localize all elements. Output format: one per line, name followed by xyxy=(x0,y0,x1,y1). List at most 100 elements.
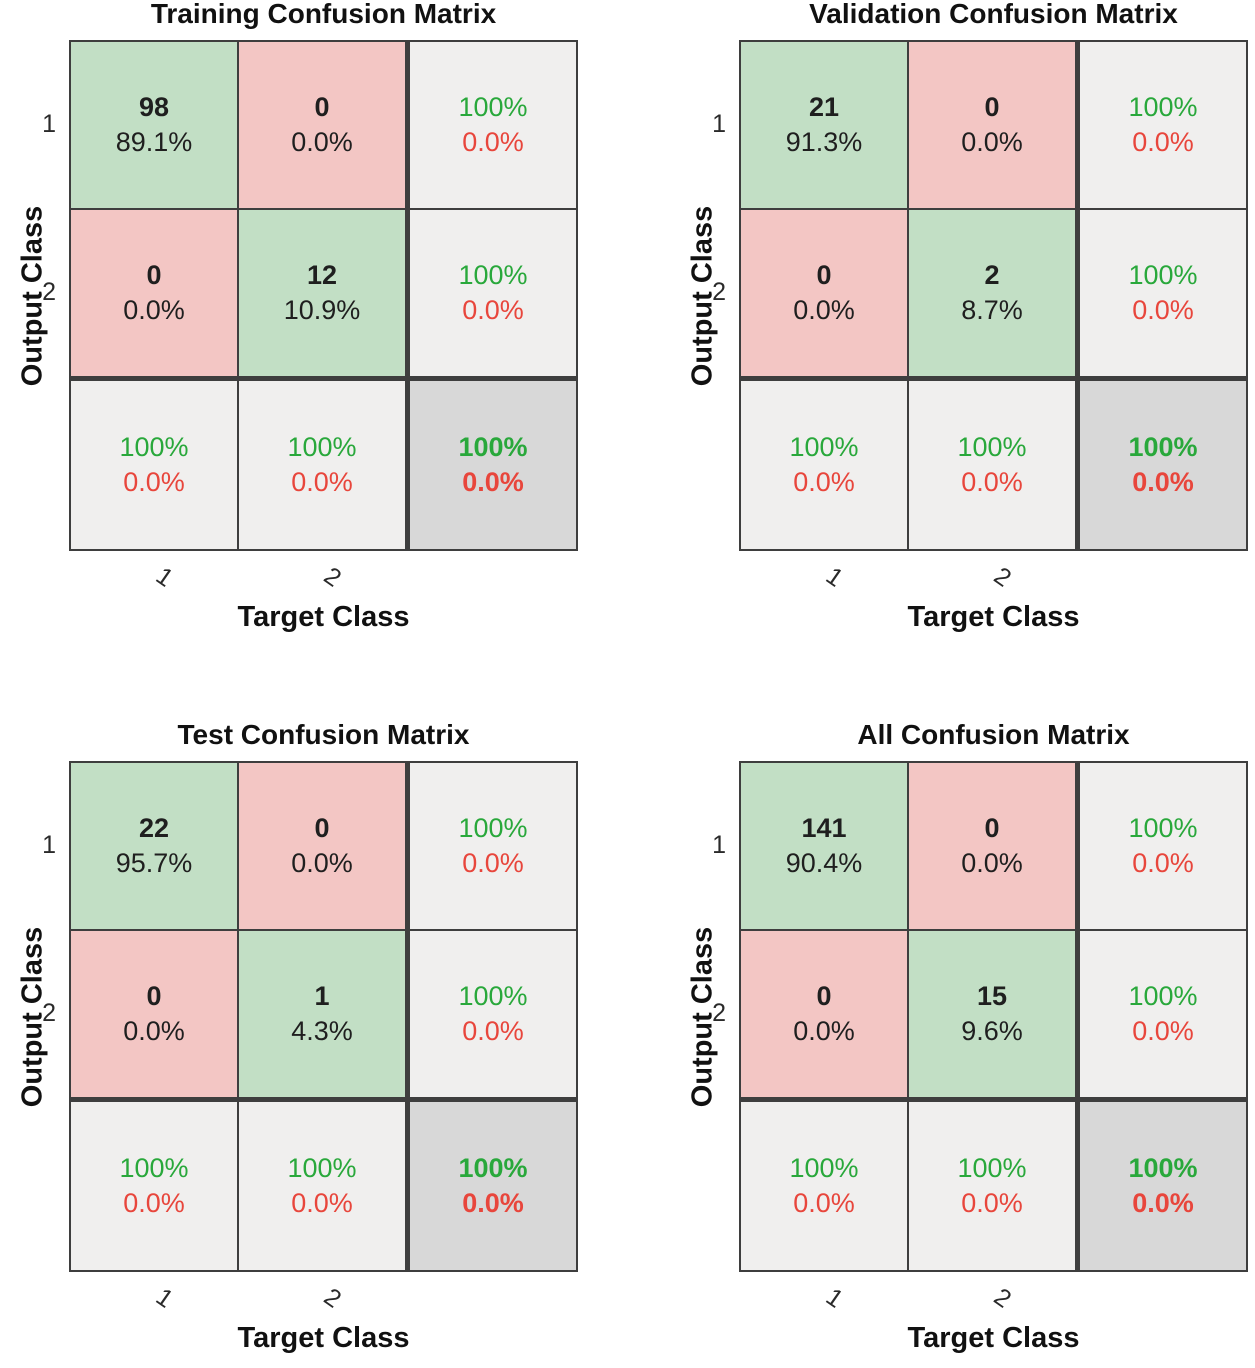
x-tick-label-2: 2 xyxy=(988,561,1017,593)
x-tick-label-2: 2 xyxy=(318,561,347,593)
cell-value-line: 2 xyxy=(984,260,1000,290)
cell-percent-line: 0.0% xyxy=(793,1188,855,1218)
cell-percent-line: 0.0% xyxy=(462,127,524,157)
matrix-cell-r1c2-incorrect: 0 0.0% xyxy=(909,42,1075,208)
panel-title: Test Confusion Matrix xyxy=(177,719,470,750)
cell-percent-line: 0.0% xyxy=(1132,848,1194,878)
cell-value-line: 0 xyxy=(984,92,1000,122)
cell-value-line: 0 xyxy=(816,260,832,290)
cell-percent-line: 8.7% xyxy=(961,295,1023,325)
matrix-cell-r3c3-total: 100% 0.0% xyxy=(410,381,576,549)
matrix-cell-r1c1-correct: 21 91.3% xyxy=(741,42,907,208)
cell-value-line: 0 xyxy=(314,813,330,843)
matrix-cell-r3c1-summary: 100% 0.0% xyxy=(71,381,237,549)
cell-percent-line: 0.0% xyxy=(291,127,353,157)
matrix-cell-r2c3-summary: 100% 0.0% xyxy=(410,931,576,1097)
cell-value-line: 100% xyxy=(1128,981,1198,1011)
cell-percent-line: 0.0% xyxy=(793,467,855,497)
cell-value-line: 100% xyxy=(458,981,528,1011)
matrix-grid: 22 95.7% 0 0.0% 100% 0.0% 0 0.0% 1 4.3% 100% 0.0% 10… xyxy=(69,761,578,1272)
matrix-cell-r2c1-incorrect: 0 0.0% xyxy=(741,931,907,1097)
cell-percent-line: 0.0% xyxy=(1132,467,1194,497)
cell-value-line: 141 xyxy=(801,813,847,843)
cell-percent-line: 0.0% xyxy=(961,1188,1023,1218)
cell-value-line: 100% xyxy=(789,1153,859,1183)
matrix-cell-r1c2-incorrect: 0 0.0% xyxy=(239,42,405,208)
matrix-cell-r1c3-summary: 100% 0.0% xyxy=(410,763,576,929)
matrix-grid: 21 91.3% 0 0.0% 100% 0.0% 0 0.0% 2 8.7% 100% 0.0% 10… xyxy=(739,40,1248,551)
matrix-cell-r3c3-total: 100% 0.0% xyxy=(1080,381,1246,549)
x-axis-label: Target Class xyxy=(237,601,410,633)
matrix-cell-r2c1-incorrect: 0 0.0% xyxy=(71,931,237,1097)
cell-percent-line: 0.0% xyxy=(961,848,1023,878)
confusion-panel: Test Confusion Matrix Output Class 22 95.… xyxy=(0,719,627,1368)
cell-value-line: 21 xyxy=(808,92,840,122)
matrix-cell-r1c1-correct: 98 89.1% xyxy=(71,42,237,208)
cell-percent-line: 0.0% xyxy=(123,467,185,497)
matrix-cell-r2c2-correct: 12 10.9% xyxy=(239,210,405,376)
cell-percent-line: 0.0% xyxy=(462,1016,524,1046)
matrix-cell-r3c1-summary: 100% 0.0% xyxy=(741,381,907,549)
matrix-cell-r3c2-summary: 100% 0.0% xyxy=(909,381,1075,549)
cell-percent-line: 95.7% xyxy=(115,848,193,878)
cell-percent-line: 0.0% xyxy=(462,295,524,325)
matrix-cell-r2c3-summary: 100% 0.0% xyxy=(1080,931,1246,1097)
cell-value-line: 100% xyxy=(1128,92,1198,122)
matrix-cell-r2c1-incorrect: 0 0.0% xyxy=(741,210,907,376)
matrix-cell-r2c2-correct: 1 4.3% xyxy=(239,931,405,1097)
panel-title: Training Confusion Matrix xyxy=(150,0,497,29)
matrix-cell-r3c1-summary: 100% 0.0% xyxy=(741,1102,907,1270)
cell-percent-line: 9.6% xyxy=(961,1016,1023,1046)
cell-value-line: 1 xyxy=(314,981,330,1011)
panel-title: Validation Confusion Matrix xyxy=(809,0,1178,29)
cell-percent-line: 0.0% xyxy=(123,295,185,325)
matrix-cell-r2c2-correct: 2 8.7% xyxy=(909,210,1075,376)
cell-value-line: 100% xyxy=(1128,1153,1198,1183)
cell-percent-line: 91.3% xyxy=(785,127,863,157)
matrix-cell-r3c3-total: 100% 0.0% xyxy=(410,1102,576,1270)
cell-value-line: 100% xyxy=(458,813,528,843)
cell-value-line: 100% xyxy=(119,432,189,462)
matrix-cell-r3c3-total: 100% 0.0% xyxy=(1080,1102,1246,1270)
cell-percent-line: 90.4% xyxy=(785,848,863,878)
matrix-cell-r1c1-correct: 22 95.7% xyxy=(71,763,237,929)
x-axis-label: Target Class xyxy=(907,1322,1080,1354)
panel-title: All Confusion Matrix xyxy=(857,719,1130,750)
matrix-cell-r1c1-correct: 141 90.4% xyxy=(741,763,907,929)
cell-value-line: 100% xyxy=(1128,432,1198,462)
cell-percent-line: 0.0% xyxy=(1132,1016,1194,1046)
cell-value-line: 100% xyxy=(1128,813,1198,843)
cell-value-line: 100% xyxy=(1128,260,1198,290)
matrix-grid: 141 90.4% 0 0.0% 100% 0.0% 0 0.0% 15 9.6% 100% 0.0%… xyxy=(739,761,1248,1272)
matrix-cell-r2c1-incorrect: 0 0.0% xyxy=(71,210,237,376)
cell-value-line: 100% xyxy=(789,432,859,462)
x-tick-label-1: 1 xyxy=(820,1282,849,1314)
y-tick-label-2: 2 xyxy=(712,278,726,306)
cell-value-line: 12 xyxy=(306,260,338,290)
matrix-cell-r2c3-summary: 100% 0.0% xyxy=(410,210,576,376)
cell-value-line: 100% xyxy=(287,1153,357,1183)
cell-percent-line: 0.0% xyxy=(123,1016,185,1046)
confusion-panel: Validation Confusion Matrix Output Class… xyxy=(670,0,1255,684)
y-tick-label-2: 2 xyxy=(42,999,56,1027)
cell-percent-line: 0.0% xyxy=(462,848,524,878)
x-tick-label-1: 1 xyxy=(820,561,849,593)
cell-percent-line: 0.0% xyxy=(961,127,1023,157)
matrix-cell-r1c3-summary: 100% 0.0% xyxy=(1080,42,1246,208)
cell-percent-line: 89.1% xyxy=(115,127,193,157)
x-tick-label-2: 2 xyxy=(988,1282,1017,1314)
x-tick-label-2: 2 xyxy=(318,1282,347,1314)
cell-percent-line: 0.0% xyxy=(1132,1188,1194,1218)
matrix-cell-r3c1-summary: 100% 0.0% xyxy=(71,1102,237,1270)
cell-value-line: 0 xyxy=(146,260,162,290)
cell-percent-line: 0.0% xyxy=(123,1188,185,1218)
matrix-cell-r1c2-incorrect: 0 0.0% xyxy=(239,763,405,929)
matrix-cell-r3c2-summary: 100% 0.0% xyxy=(239,381,405,549)
cell-percent-line: 0.0% xyxy=(793,1016,855,1046)
cell-value-line: 0 xyxy=(984,813,1000,843)
y-tick-label-1: 1 xyxy=(712,110,726,138)
x-axis-label: Target Class xyxy=(907,601,1080,633)
matrix-cell-r1c3-summary: 100% 0.0% xyxy=(410,42,576,208)
cell-value-line: 100% xyxy=(119,1153,189,1183)
cell-percent-line: 10.9% xyxy=(283,295,361,325)
